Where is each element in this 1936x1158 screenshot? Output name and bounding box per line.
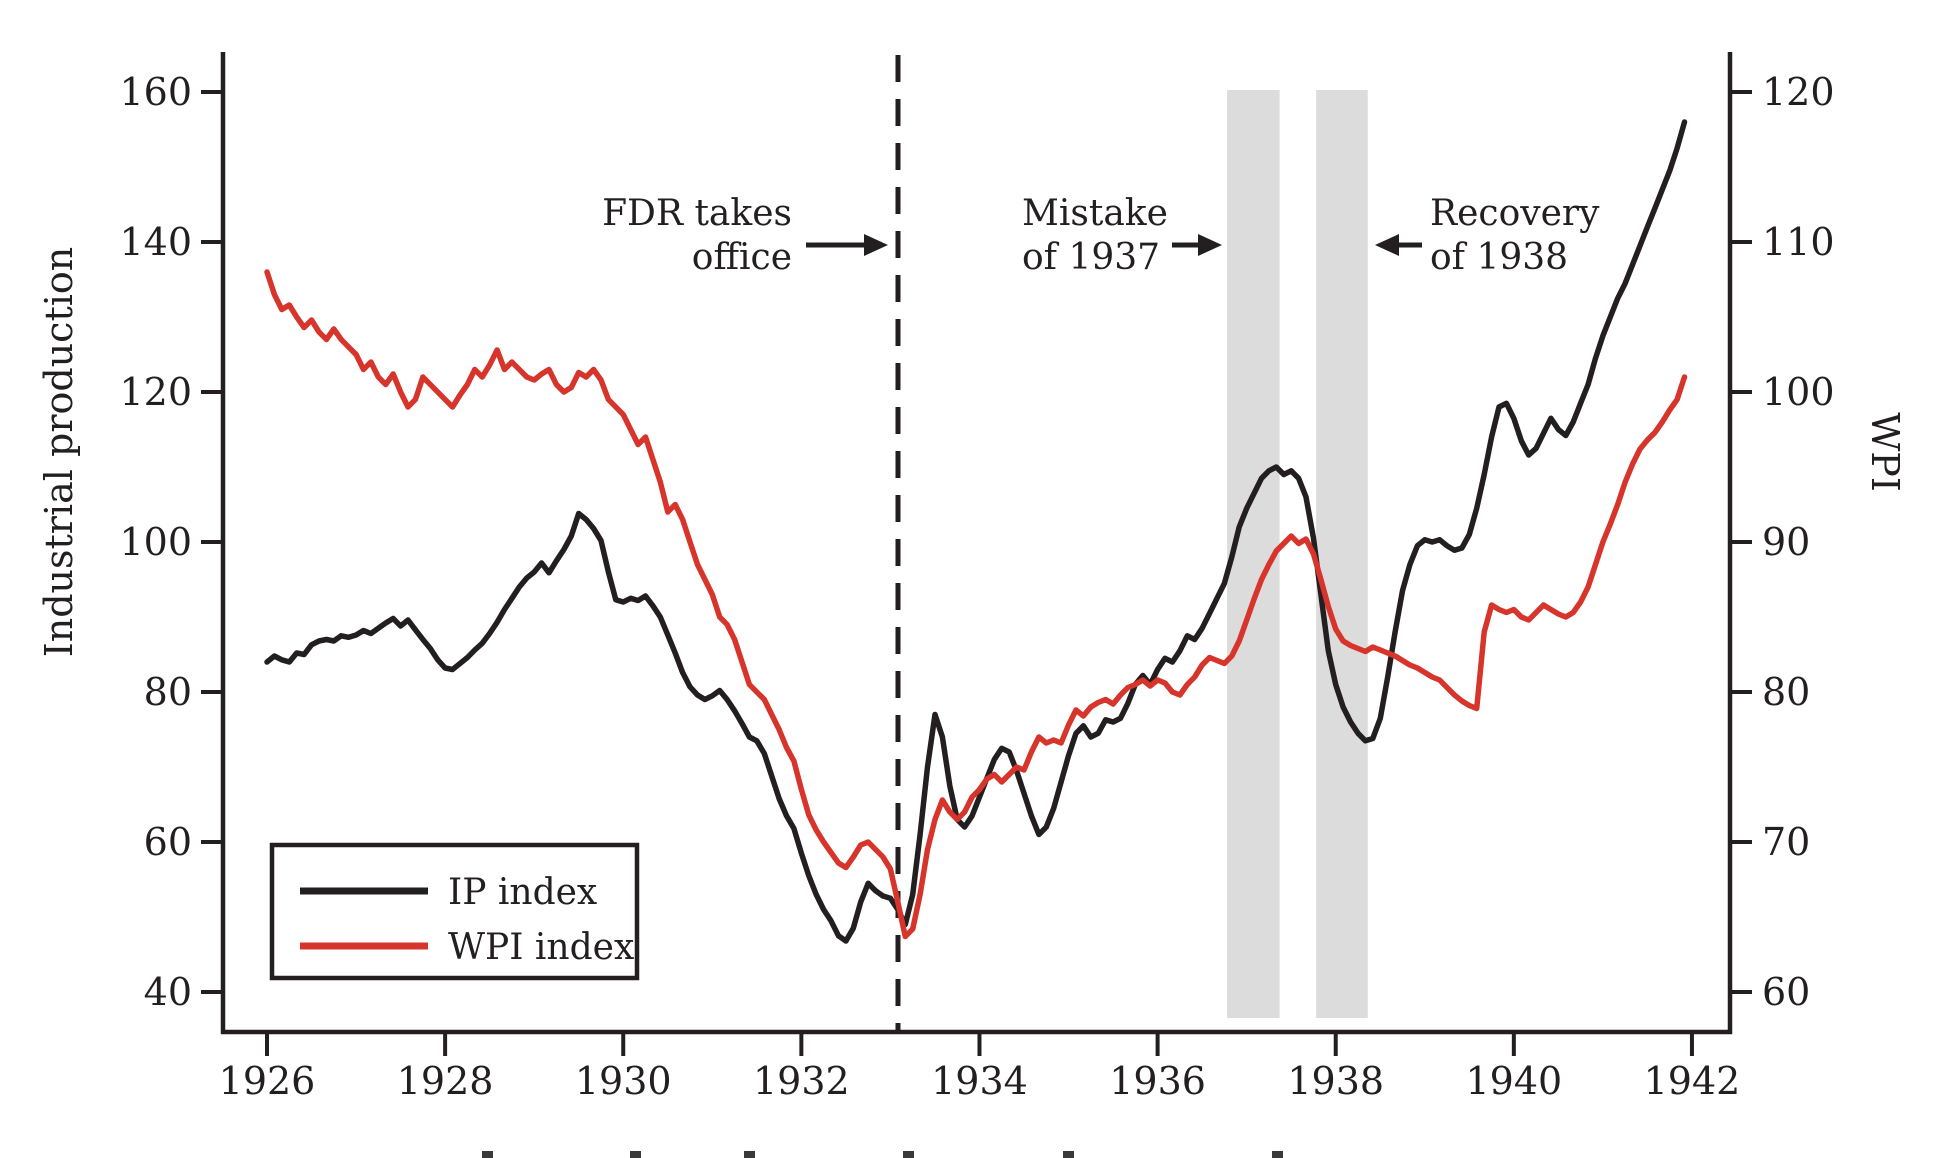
- x-tick-label: 1932: [753, 1059, 850, 1103]
- shaded-band-2: [1316, 90, 1368, 1018]
- cropped-caption-fragment: [482, 1151, 1283, 1158]
- left-tick-label: 40: [144, 970, 192, 1014]
- legend-box: IP index WPI index: [269, 842, 640, 981]
- right-axis-title: WPI: [1863, 412, 1907, 492]
- mistake-annotation-line2: of 1937: [1022, 237, 1160, 278]
- left-tick-label: 140: [119, 220, 192, 264]
- recovery-annotation-line2: of 1938: [1430, 237, 1568, 278]
- x-tick-label: 1942: [1644, 1059, 1741, 1103]
- data-series-lines: [264, 119, 1688, 944]
- right-tick-label: 90: [1762, 520, 1810, 564]
- caption-fragment-mark: [482, 1151, 493, 1158]
- tick-marks-and-labels: 40 60 80 100 120 140 160 60 70 80 90 100 110 120 1926 1…: [119, 70, 1834, 1103]
- mistake-arrow-head: [1198, 234, 1222, 256]
- x-tick-label: 1926: [219, 1059, 316, 1103]
- right-tick-label: 60: [1762, 970, 1810, 1014]
- x-tick-label: 1930: [575, 1059, 672, 1103]
- fdr-annotation-line2: office: [692, 237, 792, 278]
- caption-fragment-mark: [630, 1151, 641, 1158]
- x-tick-label: 1934: [931, 1059, 1028, 1103]
- x-tick-label: 1938: [1287, 1059, 1384, 1103]
- series-line-wpi-index: [264, 269, 1688, 940]
- x-tick-label: 1928: [397, 1059, 494, 1103]
- right-tick-label: 70: [1762, 820, 1810, 864]
- recovery-annotation-line1: Recovery: [1430, 193, 1600, 234]
- legend-border: [269, 842, 640, 981]
- fdr-arrow-head: [864, 234, 888, 256]
- left-tick-label: 80: [144, 670, 192, 714]
- caption-fragment-mark: [903, 1151, 914, 1158]
- shaded-band-1: [1227, 90, 1280, 1018]
- fdr-annotation-line1: FDR takes: [602, 193, 792, 234]
- right-tick-label: 110: [1762, 220, 1835, 264]
- left-tick-label: 100: [119, 520, 192, 564]
- right-tick-label: 100: [1762, 370, 1835, 414]
- caption-fragment-mark: [1272, 1151, 1283, 1158]
- mistake-annotation-line1: Mistake: [1022, 193, 1168, 234]
- left-tick-label: 120: [119, 370, 192, 414]
- caption-fragment-mark: [744, 1151, 755, 1158]
- caption-fragment-mark: [1063, 1151, 1074, 1158]
- shaded-bands: [1227, 90, 1368, 1018]
- left-axis-title: Industrial production: [37, 247, 81, 658]
- left-tick-label: 60: [144, 820, 192, 864]
- recovery-arrow-head: [1375, 234, 1399, 256]
- right-tick-label: 80: [1762, 670, 1810, 714]
- series-line-ip-index: [264, 119, 1688, 944]
- left-tick-label: 160: [119, 70, 192, 114]
- legend-label-2: WPI index: [448, 927, 634, 968]
- legend-label-1: IP index: [448, 872, 597, 913]
- right-tick-label: 120: [1762, 70, 1835, 114]
- x-tick-label: 1940: [1465, 1059, 1562, 1103]
- x-tick-label: 1936: [1109, 1059, 1206, 1103]
